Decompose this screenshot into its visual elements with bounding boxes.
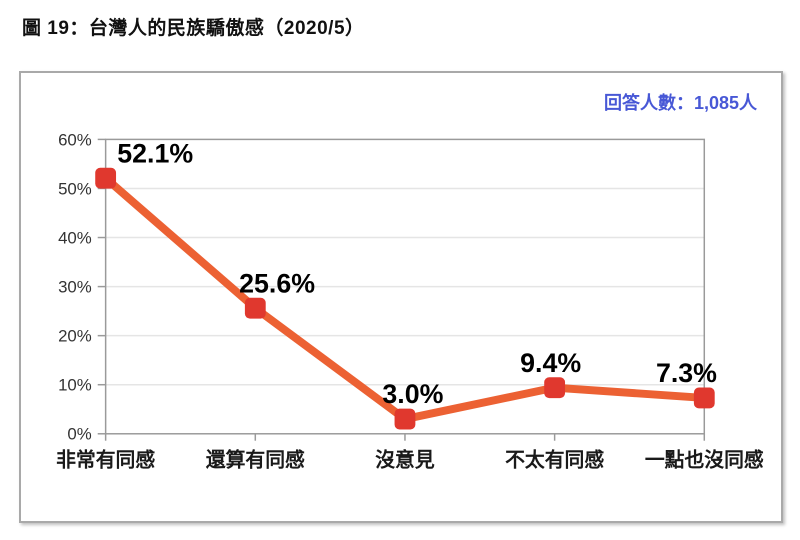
data-point-label: 3.0% — [382, 379, 443, 409]
y-axis-tick-label: 40% — [58, 228, 92, 247]
data-point-label: 7.3% — [656, 358, 717, 388]
y-axis-tick-label: 0% — [67, 425, 91, 444]
y-axis-tick-label: 50% — [58, 179, 92, 198]
x-axis-category-label: 還算有同感 — [206, 448, 305, 471]
data-point-label: 9.4% — [520, 348, 581, 378]
data-point-marker — [544, 377, 566, 399]
chart-container: 回答人數：1,085人 0% 10% 20% 30% 40% 50% 60% 非常有同感 還算有… — [19, 71, 783, 523]
y-axis-tick-label: 30% — [58, 278, 92, 297]
chart-svg: 0% 10% 20% 30% 40% 50% 60% 非常有同感 還算有同感 沒意見 不太有同感 一點… — [56, 130, 764, 471]
data-point-marker — [394, 408, 416, 430]
chart-area: 0% 10% 20% 30% 40% 50% 60% 非常有同感 還算有同感 沒意見 不太有同感 一點… — [21, 73, 781, 521]
data-point-marker — [693, 387, 715, 409]
y-axis-tick-label: 60% — [58, 130, 92, 149]
x-axis-category-label: 不太有同感 — [505, 448, 604, 471]
respondents-count-label: 回答人數：1,085人 — [603, 93, 757, 113]
y-axis-tick-label: 20% — [58, 327, 92, 346]
x-axis-category-label: 非常有同感 — [56, 448, 155, 471]
data-point-label: 25.6% — [239, 268, 315, 298]
data-point-marker — [244, 297, 266, 319]
data-point-label: 52.1% — [117, 138, 193, 168]
figure-title: 圖 19：台灣人的民族驕傲感（2020/5） — [22, 18, 365, 39]
y-axis-tick-label: 10% — [58, 376, 92, 395]
x-axis-category-label: 沒意見 — [375, 448, 435, 471]
data-point-marker — [95, 167, 117, 189]
x-axis-category-label: 一點也沒同感 — [645, 448, 764, 471]
